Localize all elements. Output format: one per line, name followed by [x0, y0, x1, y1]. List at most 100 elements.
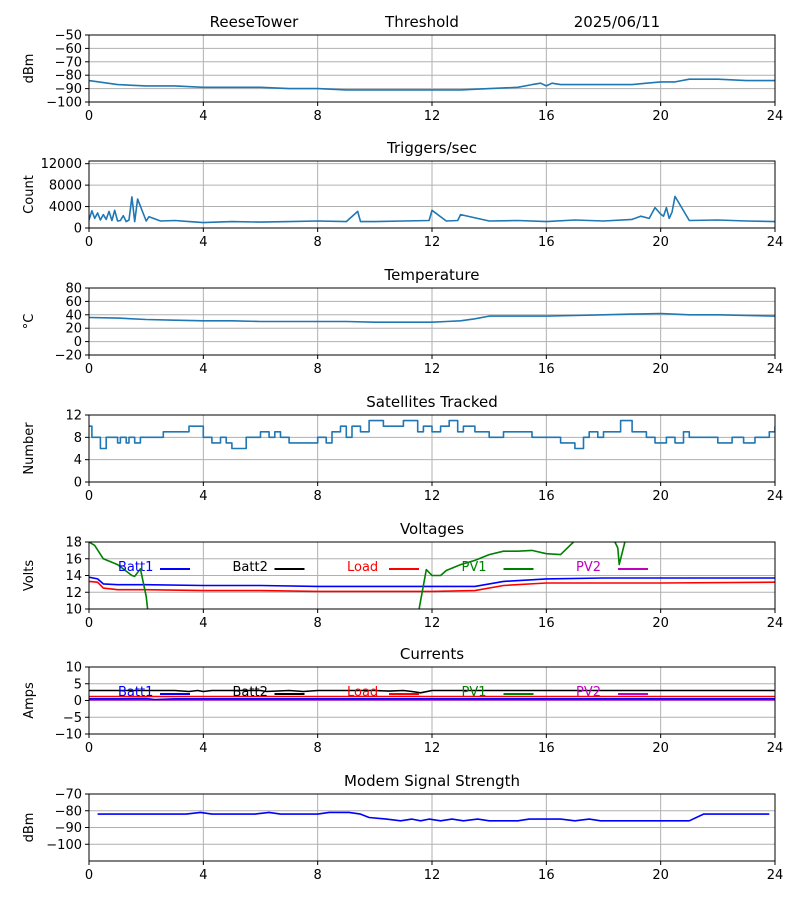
legend-label: Batt1: [118, 685, 153, 700]
x-tick-label: 24: [767, 362, 784, 377]
y-tick-label: 16: [65, 552, 82, 567]
x-tick-label: 4: [199, 235, 207, 250]
series-group: [89, 419, 775, 450]
x-tick-label: 24: [767, 741, 784, 756]
y-tick-label: 12: [65, 586, 82, 601]
legend-label: Batt1: [118, 560, 153, 575]
chart-title: Satellites Tracked: [366, 393, 497, 411]
series-line-load: [89, 580, 775, 593]
header-station: ReeseTower: [210, 13, 300, 31]
y-axis-label: Count: [22, 175, 37, 214]
series-line: [97, 811, 770, 822]
y-tick-label: 8000: [49, 179, 82, 194]
x-tick-label: 8: [314, 362, 322, 377]
series-group: [89, 542, 775, 609]
y-tick-label: 10: [65, 603, 82, 618]
y-axis-label: Number: [22, 422, 37, 475]
y-tick-label: −70: [55, 788, 82, 803]
chart-title: Temperature: [383, 266, 479, 284]
y-tick-label: 8: [74, 431, 82, 446]
series-line: [89, 195, 775, 224]
x-tick-label: 12: [424, 489, 441, 504]
legend-label: Batt2: [233, 560, 268, 575]
series-group: [89, 312, 775, 323]
x-tick-label: 12: [424, 109, 441, 124]
y-tick-label: −70: [55, 55, 82, 70]
y-tick-label: 4: [74, 453, 82, 468]
y-tick-label: 20: [65, 322, 82, 337]
x-tick-label: 20: [652, 868, 669, 883]
x-tick-label: 20: [652, 616, 669, 631]
y-tick-label: 5: [74, 677, 82, 692]
y-tick-label: −100: [46, 96, 82, 111]
x-tick-label: 4: [199, 616, 207, 631]
chart-title: Voltages: [400, 520, 464, 538]
x-tick-label: 8: [314, 489, 322, 504]
x-tick-label: 20: [652, 235, 669, 250]
x-tick-label: 4: [199, 109, 207, 124]
x-tick-label: 0: [85, 868, 93, 883]
series-line: [89, 78, 775, 91]
series-line-pv1: [614, 542, 626, 566]
x-tick-label: 8: [314, 868, 322, 883]
x-tick-label: 20: [652, 362, 669, 377]
chart-title: Currents: [400, 645, 464, 663]
x-tick-label: 20: [652, 741, 669, 756]
x-tick-label: 16: [538, 868, 555, 883]
x-tick-label: 16: [538, 741, 555, 756]
y-tick-label: −5: [63, 711, 82, 726]
x-tick-label: 12: [424, 235, 441, 250]
y-tick-label: 10: [65, 661, 82, 676]
series-group: [89, 195, 775, 224]
x-tick-label: 24: [767, 109, 784, 124]
y-tick-label: 60: [65, 295, 82, 310]
x-tick-label: 16: [538, 616, 555, 631]
legend-label: PV1: [462, 685, 487, 700]
y-tick-label: 0: [74, 694, 82, 709]
x-tick-label: 16: [538, 489, 555, 504]
series-line: [89, 419, 775, 450]
y-axis-label: °C: [22, 314, 37, 330]
y-tick-label: 80: [65, 282, 82, 297]
header-label: Threshold: [384, 13, 459, 31]
legend-label: Batt2: [233, 685, 268, 700]
y-tick-label: 12: [65, 409, 82, 424]
y-tick-label: 18: [65, 536, 82, 551]
y-tick-label: −20: [55, 349, 82, 364]
x-tick-label: 24: [767, 616, 784, 631]
y-tick-label: −80: [55, 804, 82, 819]
y-tick-label: −90: [55, 82, 82, 97]
x-tick-label: 24: [767, 235, 784, 250]
series-line-batt2: [89, 689, 775, 694]
panel-2: 0 4 8 12 16 20 24 0 4000 8000 12000 Triggers/sec Cou…: [22, 139, 783, 250]
x-tick-label: 20: [652, 489, 669, 504]
panel-4: 0 4 8 12 16 20 24 0 4 8 12 Satellites Tracked Number: [22, 393, 783, 504]
y-tick-label: 0: [74, 335, 82, 350]
y-tick-label: 0: [74, 476, 82, 491]
x-tick-label: 4: [199, 362, 207, 377]
legend-label: Load: [347, 685, 378, 700]
x-tick-label: 4: [199, 489, 207, 504]
legend-label: PV2: [576, 685, 601, 700]
x-tick-label: 24: [767, 489, 784, 504]
x-tick-label: 0: [85, 741, 93, 756]
y-axis-label: Volts: [22, 560, 37, 592]
x-tick-label: 0: [85, 616, 93, 631]
legend: Batt1 Batt2 Load PV1 PV2: [118, 685, 648, 700]
x-tick-label: 24: [767, 868, 784, 883]
x-tick-label: 16: [538, 109, 555, 124]
x-tick-label: 12: [424, 362, 441, 377]
series-line-batt1: [89, 697, 775, 701]
x-tick-label: 4: [199, 868, 207, 883]
x-tick-label: 12: [424, 741, 441, 756]
y-tick-label: −10: [55, 728, 82, 743]
y-tick-label: −60: [55, 42, 82, 57]
y-tick-label: 40: [65, 308, 82, 323]
x-tick-label: 16: [538, 362, 555, 377]
legend-label: PV1: [462, 560, 487, 575]
x-tick-label: 0: [85, 109, 93, 124]
